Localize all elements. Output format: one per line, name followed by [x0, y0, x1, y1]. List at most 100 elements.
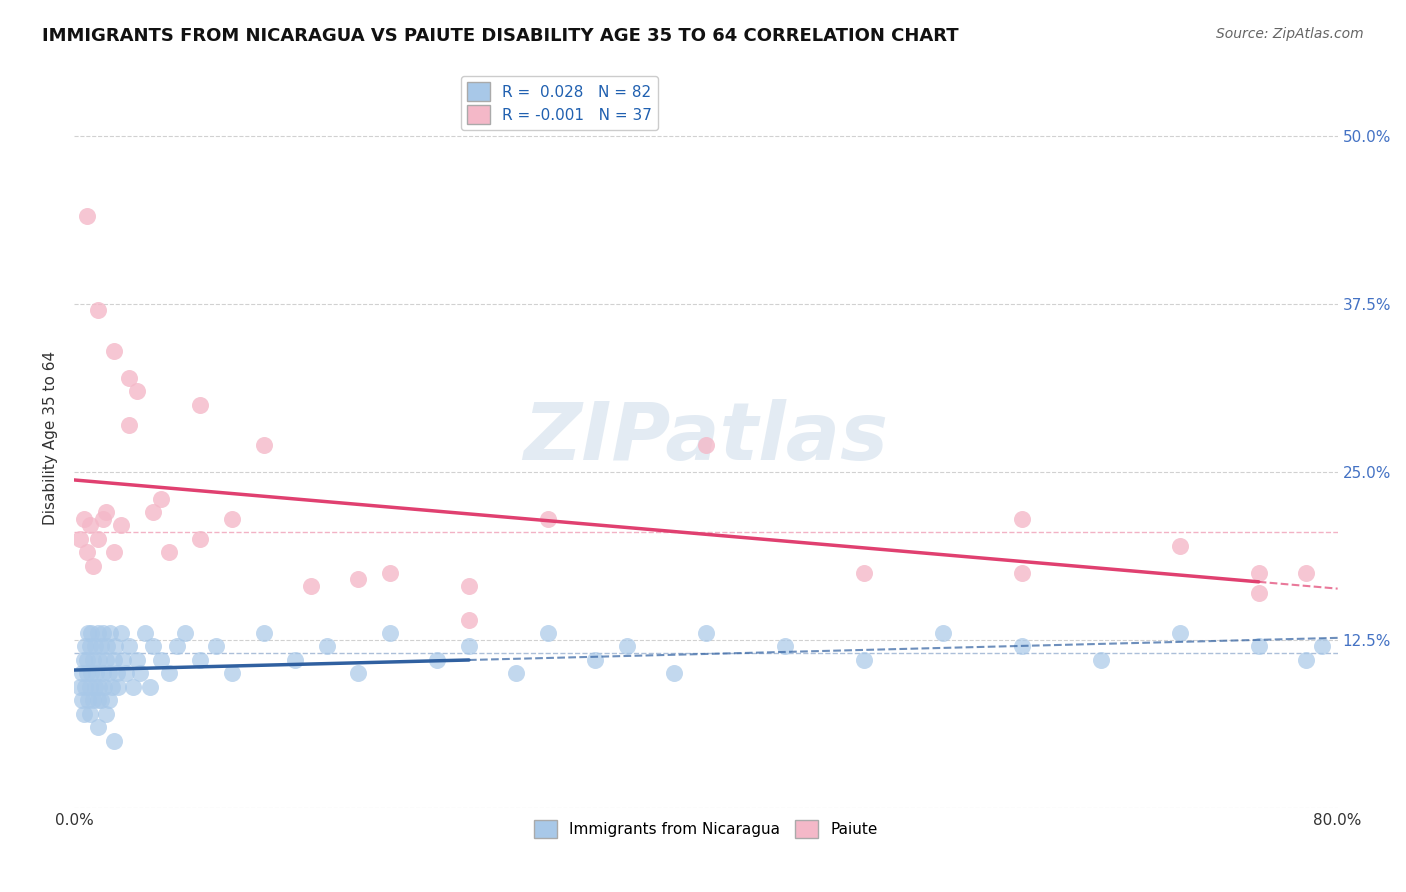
- Point: [118, 417, 141, 432]
- Point: [932, 626, 955, 640]
- Point: [142, 505, 165, 519]
- Point: [90, 640, 112, 654]
- Point: [89, 653, 111, 667]
- Point: [426, 653, 449, 667]
- Point: [190, 653, 212, 667]
- Point: [1295, 653, 1317, 667]
- Point: [347, 572, 370, 586]
- Point: [77, 693, 100, 707]
- Point: [1310, 640, 1333, 654]
- Point: [79, 680, 101, 694]
- Point: [70, 693, 93, 707]
- Point: [69, 532, 91, 546]
- Text: IMMIGRANTS FROM NICARAGUA VS PAIUTE DISABILITY AGE 35 TO 64 CORRELATION CHART: IMMIGRANTS FROM NICARAGUA VS PAIUTE DISA…: [42, 27, 959, 45]
- Legend: Immigrants from Nicaragua, Paiute: Immigrants from Nicaragua, Paiute: [527, 814, 884, 845]
- Point: [284, 653, 307, 667]
- Point: [157, 666, 180, 681]
- Point: [458, 579, 481, 593]
- Point: [79, 640, 101, 654]
- Point: [110, 626, 132, 640]
- Point: [695, 438, 717, 452]
- Point: [76, 545, 98, 559]
- Point: [72, 653, 94, 667]
- Point: [1011, 566, 1033, 580]
- Point: [82, 693, 104, 707]
- Point: [76, 653, 98, 667]
- Point: [100, 626, 122, 640]
- Y-axis label: Disability Age 35 to 64: Disability Age 35 to 64: [44, 351, 58, 525]
- Point: [115, 666, 138, 681]
- Point: [537, 626, 560, 640]
- Point: [1247, 640, 1270, 654]
- Point: [299, 579, 322, 593]
- Point: [87, 303, 110, 318]
- Point: [190, 398, 212, 412]
- Point: [166, 640, 188, 654]
- Point: [616, 640, 638, 654]
- Point: [94, 505, 117, 519]
- Point: [252, 626, 274, 640]
- Point: [82, 558, 104, 573]
- Point: [537, 512, 560, 526]
- Point: [347, 666, 370, 681]
- Point: [157, 545, 180, 559]
- Point: [173, 626, 195, 640]
- Point: [101, 680, 124, 694]
- Point: [1247, 566, 1270, 580]
- Point: [583, 653, 606, 667]
- Point: [103, 545, 125, 559]
- Point: [1011, 640, 1033, 654]
- Point: [79, 706, 101, 721]
- Point: [121, 680, 143, 694]
- Point: [91, 512, 114, 526]
- Point: [83, 680, 105, 694]
- Point: [77, 626, 100, 640]
- Point: [87, 693, 110, 707]
- Point: [378, 626, 401, 640]
- Point: [695, 626, 717, 640]
- Point: [458, 640, 481, 654]
- Point: [190, 532, 212, 546]
- Point: [118, 640, 141, 654]
- Point: [139, 680, 162, 694]
- Point: [91, 666, 114, 681]
- Point: [127, 384, 149, 398]
- Point: [852, 653, 875, 667]
- Point: [97, 693, 120, 707]
- Point: [107, 680, 129, 694]
- Point: [72, 706, 94, 721]
- Point: [87, 532, 110, 546]
- Point: [505, 666, 527, 681]
- Point: [76, 666, 98, 681]
- Point: [84, 666, 107, 681]
- Point: [70, 666, 93, 681]
- Point: [94, 706, 117, 721]
- Point: [75, 680, 97, 694]
- Point: [1168, 626, 1191, 640]
- Point: [205, 640, 228, 654]
- Point: [149, 491, 172, 506]
- Point: [378, 566, 401, 580]
- Point: [83, 640, 105, 654]
- Point: [1168, 539, 1191, 553]
- Point: [1090, 653, 1112, 667]
- Text: Source: ZipAtlas.com: Source: ZipAtlas.com: [1216, 27, 1364, 41]
- Point: [118, 370, 141, 384]
- Point: [72, 512, 94, 526]
- Point: [103, 343, 125, 358]
- Point: [221, 666, 243, 681]
- Point: [252, 438, 274, 452]
- Point: [87, 720, 110, 734]
- Point: [127, 653, 149, 667]
- Point: [664, 666, 686, 681]
- Point: [134, 626, 156, 640]
- Point: [80, 626, 103, 640]
- Point: [221, 512, 243, 526]
- Point: [80, 666, 103, 681]
- Point: [1247, 585, 1270, 599]
- Point: [112, 653, 135, 667]
- Point: [90, 693, 112, 707]
- Point: [1295, 566, 1317, 580]
- Point: [104, 640, 127, 654]
- Point: [91, 626, 114, 640]
